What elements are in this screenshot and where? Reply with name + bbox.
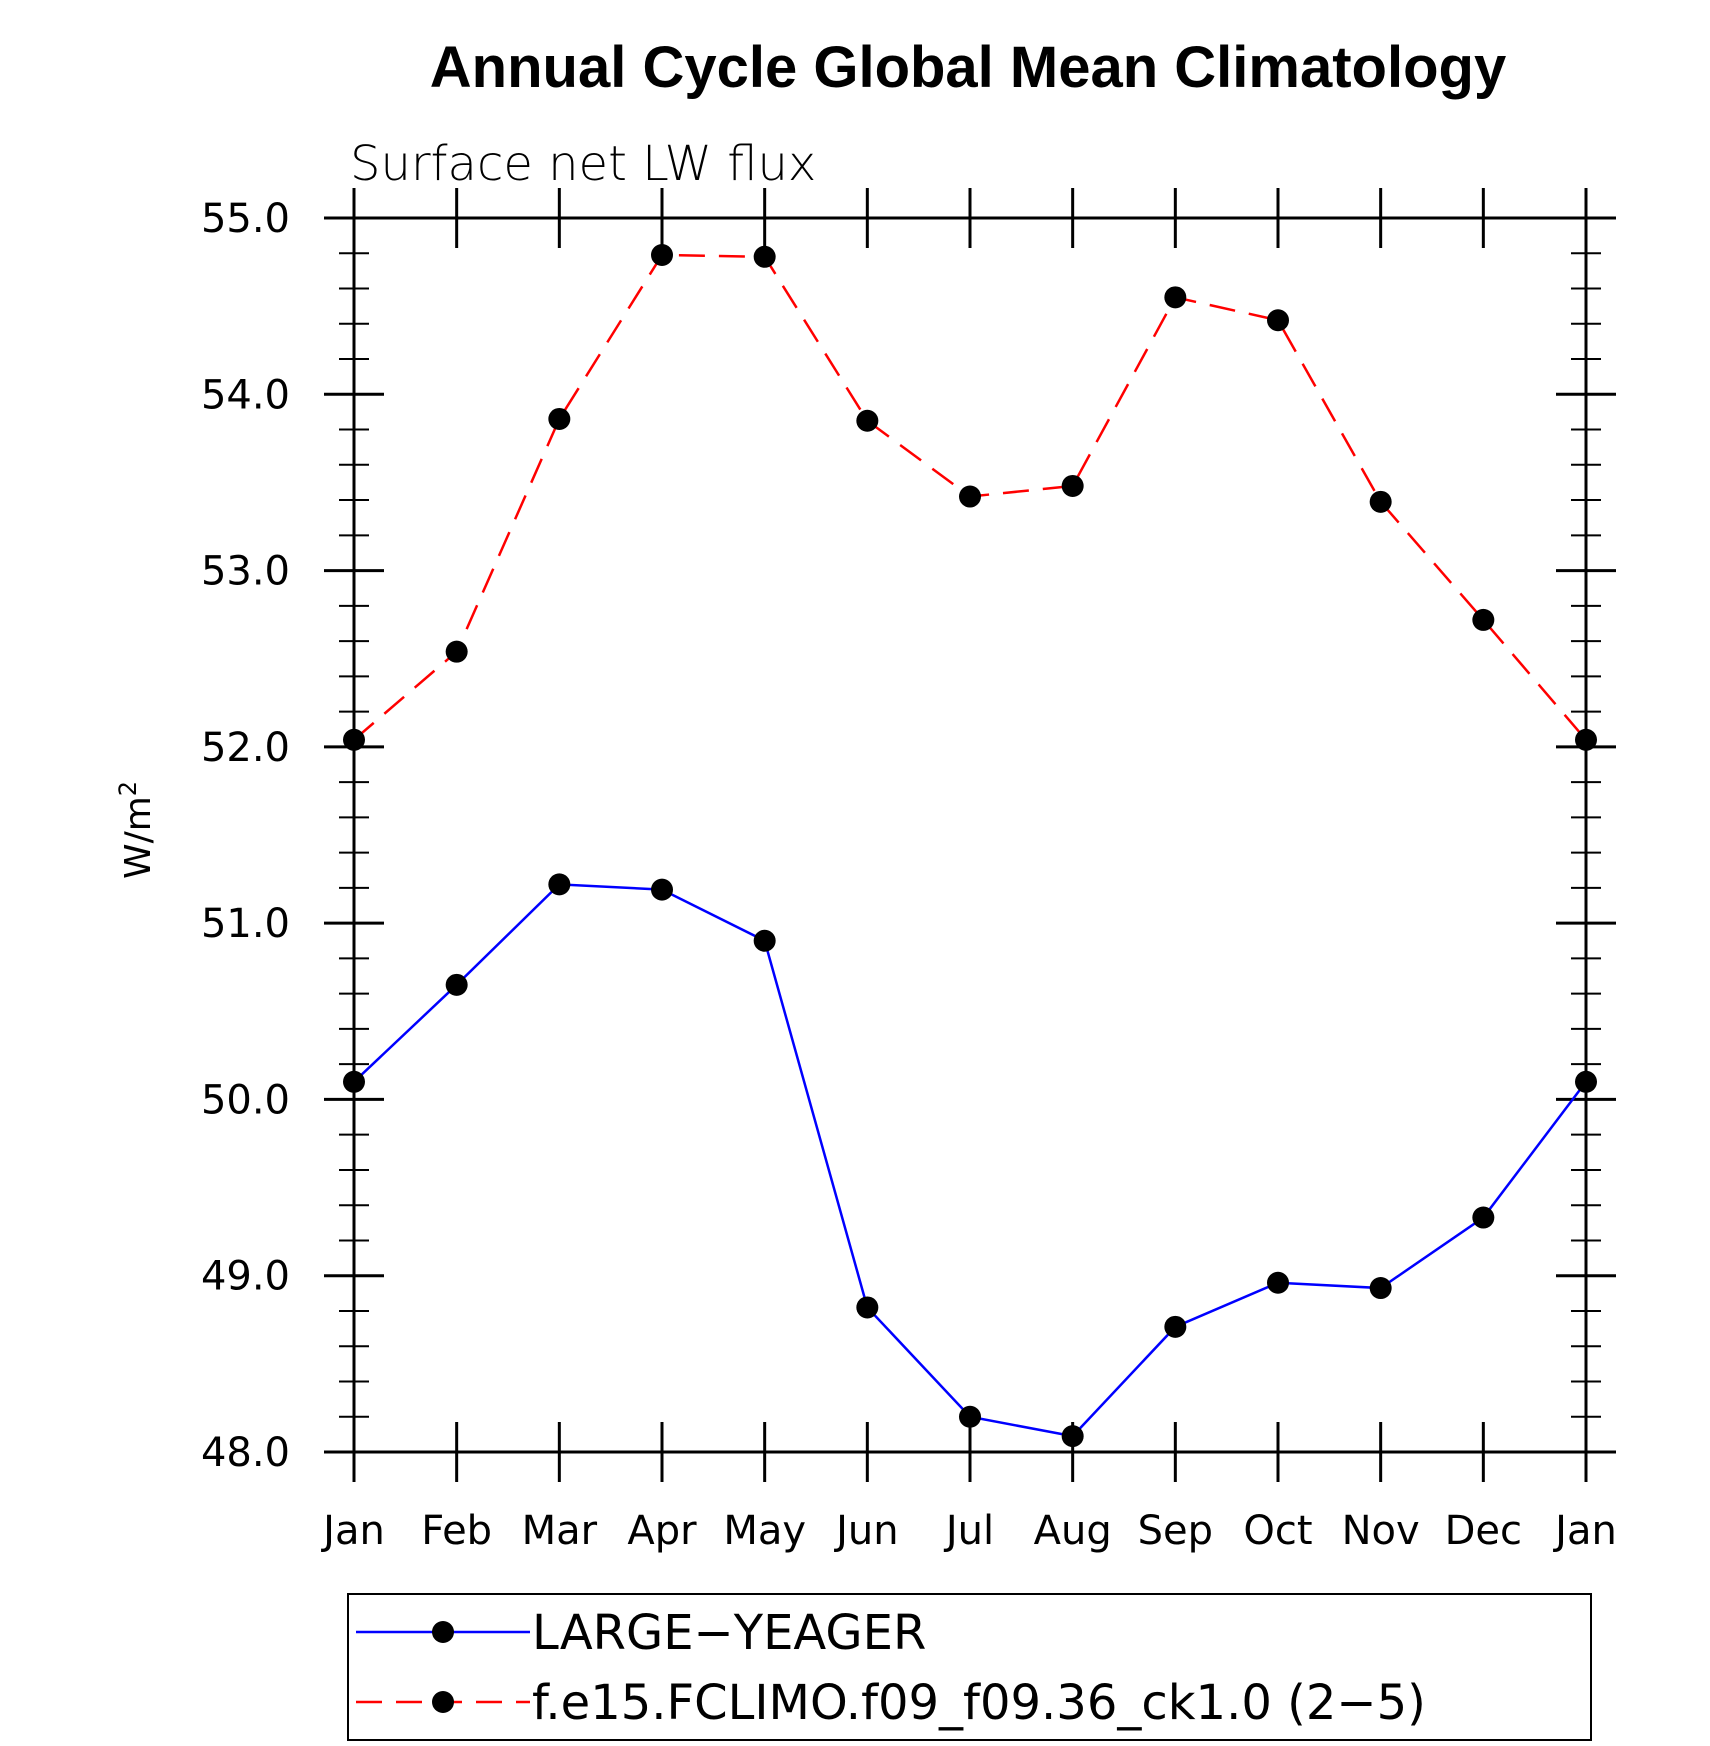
series-2-point (1164, 286, 1187, 309)
x-tick-label: Jul (943, 1508, 994, 1554)
x-tick-label: May (723, 1508, 806, 1554)
x-tick-label: Aug (1034, 1508, 1112, 1554)
legend-box (347, 1593, 1592, 1741)
chart-title: Annual Cycle Global Mean Climatology (430, 35, 1506, 100)
series-1-point (445, 973, 468, 996)
series-2-point (856, 409, 879, 432)
legend-label-2: f.e15.FCLIMO.f09_f09.36_ck1.0 (2−5) (532, 1675, 1426, 1731)
x-tick-label: Oct (1243, 1508, 1312, 1554)
series-1-point (1164, 1315, 1187, 1338)
series-1-point (753, 929, 776, 952)
x-tick-label: Nov (1342, 1508, 1420, 1554)
series-1-point (1472, 1206, 1495, 1229)
series-1-point (856, 1296, 879, 1319)
series-1-point (343, 1070, 365, 1093)
series-2-point (651, 244, 673, 267)
y-tick-label: 54.0 (201, 372, 290, 418)
series-2-point (1267, 309, 1289, 332)
chart-subtitle: Surface net LW flux (350, 136, 816, 192)
y-tick-label: 48.0 (201, 1430, 290, 1476)
y-axis-label-unit: W/m (118, 796, 159, 879)
series-2-point (1575, 728, 1597, 751)
series-1-point (1369, 1277, 1392, 1300)
y-tick-label: 51.0 (201, 901, 290, 947)
series-1-point (651, 878, 673, 901)
series-2-point (959, 485, 981, 508)
series-2-point (1061, 474, 1084, 497)
series-layer (343, 244, 1597, 1448)
x-tick-label: Sep (1138, 1508, 1213, 1554)
svg-text:W/m2: W/m2 (114, 781, 159, 879)
series-2-point (343, 728, 365, 751)
series-2-point (1472, 608, 1495, 631)
series-2-point (548, 407, 571, 430)
legend-label-1: LARGE−YEAGER (532, 1605, 926, 1661)
legend-marker-1 (432, 1621, 454, 1643)
series-2-point (445, 640, 468, 663)
y-axis-label: W/m2 (114, 781, 159, 879)
series-1-point (548, 873, 571, 896)
x-tick-label: Jun (833, 1508, 899, 1554)
y-tick-label: 50.0 (201, 1077, 290, 1123)
series-2-point (753, 245, 776, 268)
legend-marker-2 (432, 1691, 454, 1713)
x-tick-label: Jan (1552, 1508, 1617, 1554)
y-tick-labels: 48.0 49.0 50.0 51.0 52.0 53.0 54.0 55.0 (201, 196, 290, 1476)
x-tick-label: Mar (522, 1508, 598, 1554)
series-1-point (1267, 1271, 1289, 1294)
x-tick-labels: Jan Feb Mar Apr May Jun Jul Aug Sep Oct Nov Dec Jan (320, 1508, 1617, 1554)
series-line-1 (353, 883, 1587, 1438)
plot-frame (352, 216, 1588, 1454)
series-2-point (1369, 490, 1392, 513)
x-tick-label: Jan (320, 1508, 385, 1554)
y-tick-label: 52.0 (201, 725, 290, 771)
y-axis-label-exponent: 2 (114, 781, 142, 796)
y-tick-label: 55.0 (201, 196, 290, 242)
series-1-point (1061, 1425, 1084, 1448)
y-tick-label: 53.0 (201, 549, 290, 595)
x-tick-label: Apr (627, 1508, 697, 1554)
legend: LARGE−YEAGER f.e15.FCLIMO.f09_f09.36_ck1.… (347, 1593, 1592, 1741)
axis-ticks (324, 188, 1616, 1482)
series-1-point (1575, 1070, 1597, 1093)
y-tick-label: 49.0 (201, 1254, 290, 1300)
x-tick-label: Dec (1445, 1508, 1522, 1554)
series-1-point (959, 1405, 981, 1428)
x-tick-label: Feb (421, 1508, 492, 1554)
